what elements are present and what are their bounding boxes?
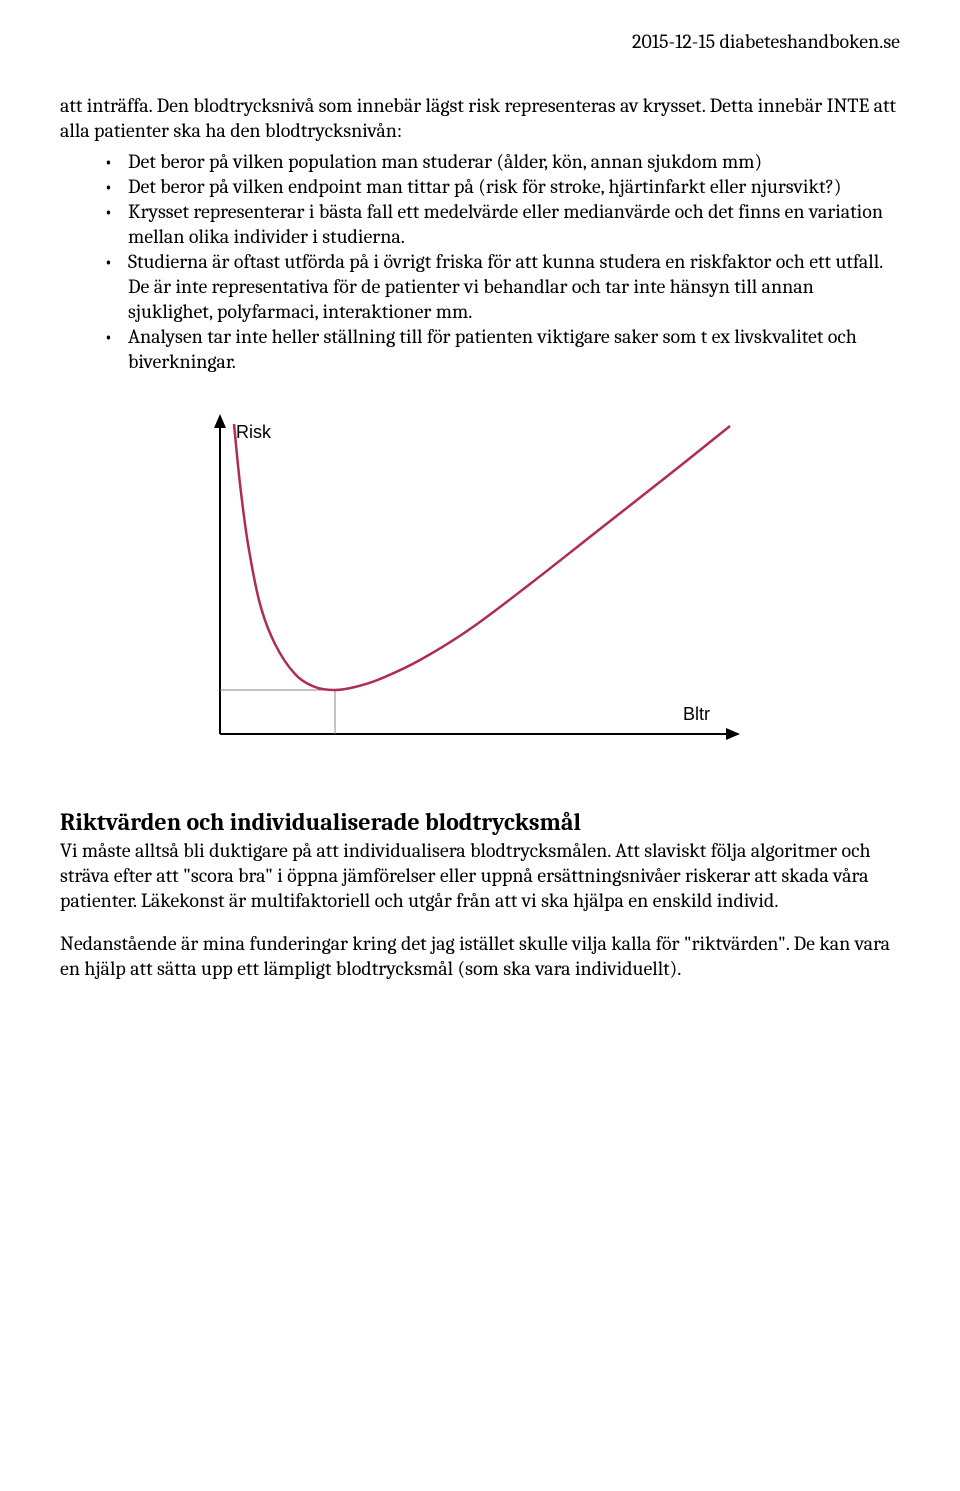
svg-text:Bltr: Bltr — [683, 704, 710, 724]
list-item: Analysen tar inte heller ställning till … — [104, 324, 900, 374]
risk-chart: Risk Bltr — [150, 404, 900, 768]
list-item: Det beror på vilken endpoint man tittar … — [104, 174, 900, 199]
bullet-list: Det beror på vilken population man stude… — [60, 149, 900, 374]
section-heading: Riktvärden och individualiserade blodtry… — [60, 808, 900, 836]
document-page: 2015-12-15 diabeteshandboken.se att intr… — [0, 0, 960, 1059]
svg-text:Risk: Risk — [236, 422, 272, 442]
risk-chart-svg: Risk Bltr — [150, 404, 770, 764]
section-paragraph-1: Vi måste alltså bli duktigare på att ind… — [60, 838, 900, 913]
section-paragraph-2: Nedanstående är mina funderingar kring d… — [60, 931, 900, 981]
header-date: 2015-12-15 diabeteshandboken.se — [60, 30, 900, 53]
intro-paragraph: att inträffa. Den blodtrycksnivå som inn… — [60, 93, 900, 143]
list-item: Studierna är oftast utförda på i övrigt … — [104, 249, 900, 324]
list-item: Krysset representerar i bästa fall ett m… — [104, 199, 900, 249]
list-item: Det beror på vilken population man stude… — [104, 149, 900, 174]
